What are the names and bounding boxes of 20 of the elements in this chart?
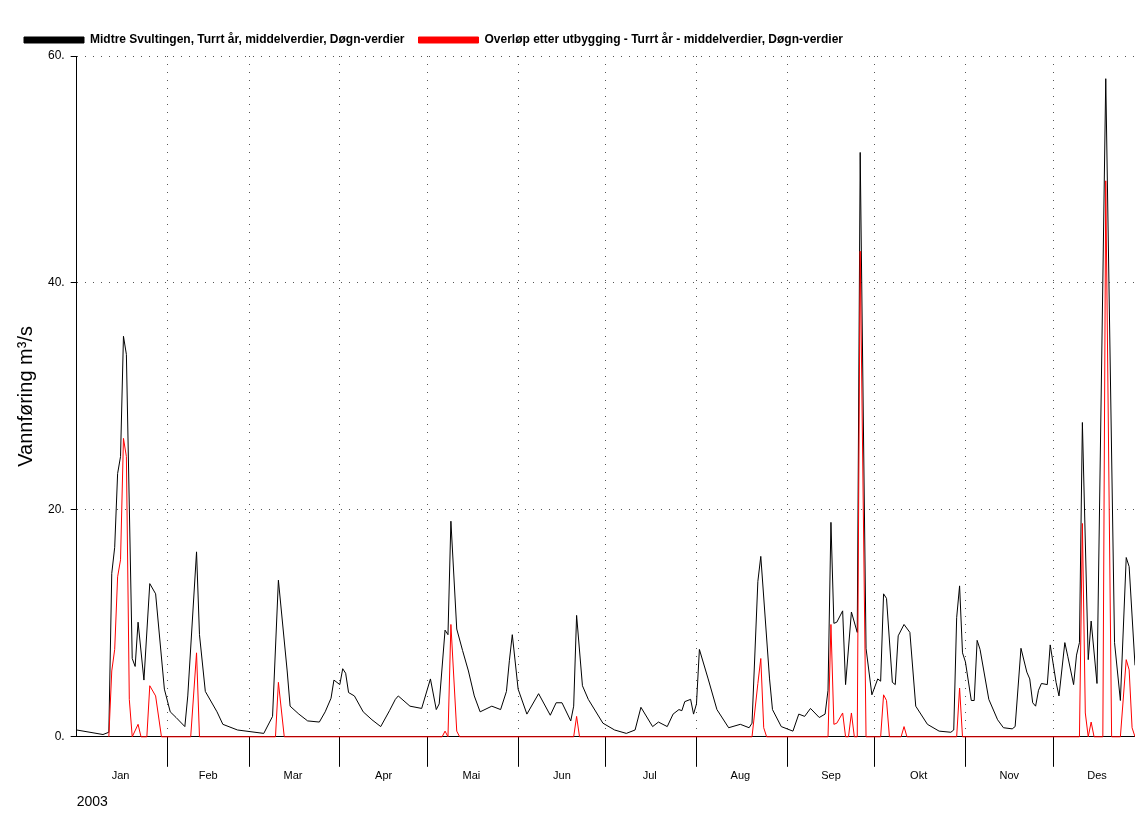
y-tick-label: 0. [54, 729, 65, 744]
legend-label: Overløp etter utbygging - Turrt år - middelverdier, Døgn-verdier [484, 32, 844, 47]
legend-label: Midtre Svultingen, Turrt år, middelverdier, Døgn-verdier [90, 32, 405, 47]
x-tick-label: Jul [642, 769, 657, 782]
x-tick-label: Okt [910, 769, 928, 782]
y-tick-label: 40. [47, 275, 65, 290]
x-tick-label: Des [1087, 769, 1108, 782]
x-tick-label: Nov [999, 769, 1020, 782]
y-tick-label: 60. [47, 48, 65, 63]
y-tick-label: 20. [47, 502, 65, 517]
x-tick-label: Feb [198, 769, 218, 782]
x-tick-label: Aug [730, 769, 751, 782]
x-tick-label: Sep [821, 769, 841, 782]
x-tick-label: Jun [553, 769, 571, 782]
x-tick-label: Mai [462, 769, 481, 782]
x-tick-label: Jan [111, 769, 130, 782]
y-axis-title: Vannføring m³/s [13, 326, 36, 467]
x-tick-label: Apr [375, 769, 393, 782]
x-tick-label: Mar [283, 769, 303, 782]
text: 2003 [76, 792, 109, 809]
